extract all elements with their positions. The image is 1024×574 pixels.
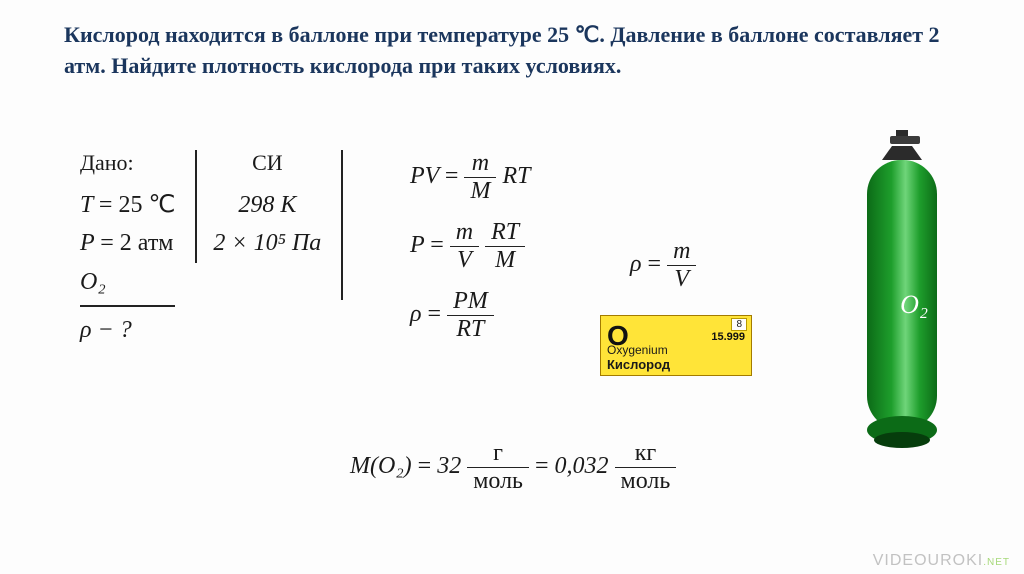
element-symbol: O [607,320,629,352]
density-definition: ρ = mV [630,238,696,293]
eq3: ρ = PMRT [410,288,530,343]
si-header: СИ [213,150,321,176]
given-gas: O₂ [80,263,175,301]
periodic-element-card: O 8 15.999 Oxygenium Кислород [600,315,752,376]
cylinder-label: O₂ [900,290,928,320]
given-P: P = 2 атм [80,224,175,262]
problem-statement: Кислород находится в баллоне при темпера… [64,20,960,82]
element-russian: Кислород [601,357,751,375]
given-block: Дано: T = 25 ℃ P = 2 атм O₂ ρ − ? СИ 298… [64,150,375,350]
given-header: Дано: [80,150,175,176]
watermark: VIDEOUROKI.NET [873,552,1010,570]
divider [80,305,175,307]
given-find: ρ − ? [80,311,175,349]
si-P: 2 × 10⁵ Па [213,224,321,262]
atomic-number: 8 [731,318,747,331]
given-T: T = 25 ℃ [80,186,175,224]
eq2: P = mV RTM [410,219,530,274]
derivation: PV = mM RT P = mV RTM ρ = PMRT [410,150,530,357]
eq1: PV = mM RT [410,150,530,205]
molar-mass: M(O₂) = 32 гмоль = 0,032 кгмоль [350,440,676,495]
si-T: 298 К [213,186,321,224]
